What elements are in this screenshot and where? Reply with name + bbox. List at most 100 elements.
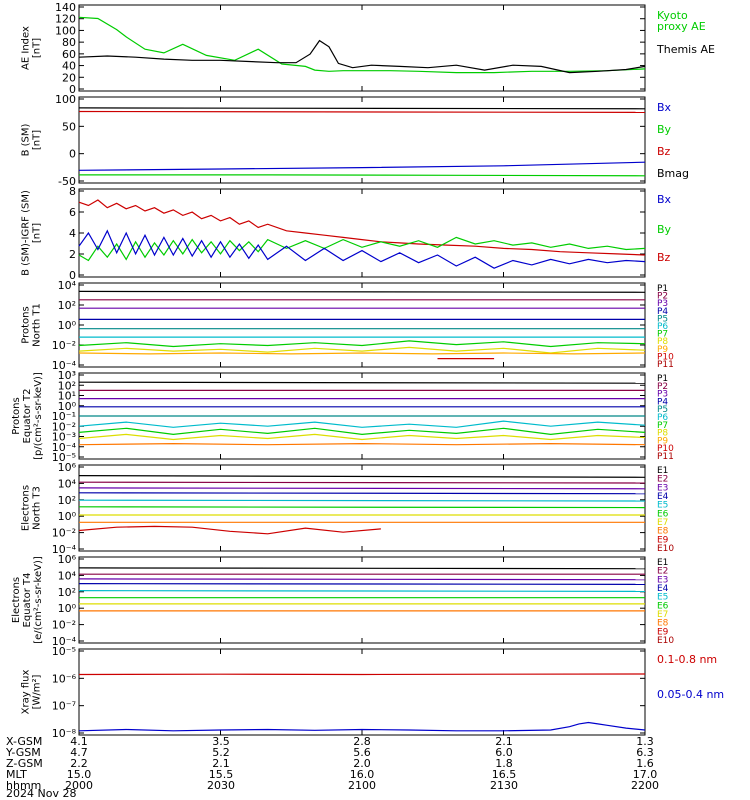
legend-entry: P6 — [657, 413, 668, 423]
y-tick-label: 10⁻⁴ — [52, 635, 77, 648]
series-line-bz — [78, 110, 646, 114]
footer-value: 4.1 — [70, 735, 88, 748]
y-tick-label: 10⁶ — [58, 461, 77, 474]
footer-value: 17.0 — [633, 768, 658, 781]
y-axis-label: Electrons — [21, 485, 32, 531]
legend-entry: P1 — [657, 374, 668, 384]
legend-entry: E7 — [657, 518, 668, 528]
legend-entry: P4 — [657, 397, 668, 407]
y-tick-label: 0 — [69, 148, 76, 161]
footer-value: 2.8 — [353, 735, 371, 748]
footer-value: 2.1 — [495, 735, 513, 748]
series-line-p7 — [78, 340, 646, 348]
legend-entry: E10 — [657, 544, 674, 554]
footer-value: 2130 — [490, 779, 518, 792]
y-tick-label: 10³ — [58, 369, 76, 382]
legend-entry: P6 — [657, 322, 668, 332]
y-axis-label: Equator T2 — [22, 389, 33, 444]
series-line-p8 — [78, 346, 646, 354]
y-tick-label: -50 — [58, 175, 76, 188]
panel-4: 10⁴ 10² 10⁰ 10⁻² 10⁻⁴ Protons North T1 P1P2P3P4… — [21, 279, 675, 372]
y-axis-label: AE Index — [21, 26, 32, 70]
footer-value: 2.1 — [212, 757, 230, 770]
y-tick-label: 10⁴ — [58, 569, 77, 582]
y-tick-label: 50 — [62, 120, 76, 133]
y-axis-label: North T1 — [32, 303, 43, 347]
legend-entry: Bx — [657, 193, 672, 206]
y-tick-label: 8 — [69, 185, 76, 198]
y-tick-label: 10⁻⁴ — [52, 543, 77, 556]
legend-entry: P7 — [657, 330, 668, 340]
panel-8: 10⁻⁵ 10⁻⁶ 10⁻⁷ 10⁻⁸ Xray flux [W/m²] 0.1-0.8 n… — [21, 645, 725, 740]
y-tick-label: 40 — [62, 60, 76, 73]
legend-entry: P2 — [657, 292, 668, 302]
footer-value: 2200 — [631, 779, 659, 792]
y-tick-label: 10⁻⁶ — [52, 672, 77, 685]
y-axis-label: Xray flux — [21, 670, 32, 715]
legend-entry: P3 — [657, 299, 668, 309]
y-tick-label: 2 — [69, 248, 76, 261]
legend-entry: P7 — [657, 421, 668, 431]
legend-entry: 0.05-0.4 nm — [657, 688, 724, 701]
footer-value: 16.0 — [350, 768, 375, 781]
footer-value: 3.5 — [212, 735, 230, 748]
y-tick-label: 6 — [69, 206, 76, 219]
y-tick-label: 10⁻⁴ — [52, 441, 77, 454]
footer-value: 2.0 — [353, 757, 371, 770]
legend-entry: E2 — [657, 567, 668, 577]
footer-value: 5.6 — [353, 746, 371, 759]
footer-value: 2100 — [348, 779, 376, 792]
legend-entry: P5 — [657, 405, 668, 415]
legend-entry: E4 — [657, 584, 669, 594]
panel-7: 10⁶ 10⁴ 10² 10⁰ 10⁻² 10⁻⁴ Electrons Equator T4[… — [11, 553, 674, 648]
y-tick-label: 140 — [55, 1, 76, 14]
panel-frame — [78, 648, 646, 736]
series-line-kyoto-proxy-ae — [78, 16, 646, 74]
y-tick-label: 10⁰ — [58, 319, 77, 332]
y-axis-label: [nT] — [32, 223, 43, 243]
y-axis-label: Electrons — [11, 577, 22, 623]
y-tick-label: 0 — [69, 83, 76, 96]
footer-row-label: Z-GSM — [6, 757, 43, 770]
legend-entry: P3 — [657, 390, 668, 400]
legend-entry: E8 — [657, 527, 669, 537]
y-tick-label: 10⁻⁸ — [52, 727, 77, 740]
footer-value: 5.2 — [212, 746, 230, 759]
y-axis-label: North T3 — [32, 486, 43, 530]
y-tick-label: 10⁻³ — [52, 431, 76, 444]
legend-entry: P11 — [657, 360, 674, 370]
series-line-themis-ae — [78, 39, 646, 74]
y-tick-label: 10⁶ — [58, 553, 77, 566]
series-line-e9 — [78, 525, 381, 535]
legend-entry: P1 — [657, 284, 668, 294]
series-line-by — [79, 174, 646, 177]
y-tick-label: 10² — [58, 494, 76, 507]
y-axis-label: Equator T4 — [22, 573, 33, 628]
y-tick-label: 10⁻⁴ — [52, 359, 77, 372]
y-tick-label: 10² — [58, 379, 76, 392]
legend-entry: E6 — [657, 509, 669, 519]
y-tick-label: 20 — [62, 71, 76, 84]
series-line-e5 — [78, 589, 646, 593]
y-axis-label: [nT] — [32, 38, 43, 58]
series-line-0-05-0-4-nm — [78, 721, 646, 732]
legend-entry: P5 — [657, 314, 668, 324]
footer-value: 1.8 — [495, 757, 513, 770]
y-tick-label: 10⁻² — [52, 420, 76, 433]
series-line-e3 — [78, 578, 646, 581]
footer-value: 16.5 — [492, 768, 517, 781]
series-line-p9 — [78, 352, 646, 355]
series-line-e6 — [78, 506, 646, 509]
legend-entry: E2 — [657, 475, 668, 485]
y-tick-label: 10⁴ — [58, 279, 77, 292]
legend-entry: E3 — [657, 575, 668, 585]
y-tick-label: 0 — [69, 269, 76, 282]
legend-entry: Bx — [657, 101, 672, 114]
series-line-e5 — [78, 499, 646, 502]
y-tick-label: 10⁻¹ — [52, 410, 76, 423]
y-axis-label: [p/(cm²-s-sr-keV)] — [33, 372, 44, 460]
